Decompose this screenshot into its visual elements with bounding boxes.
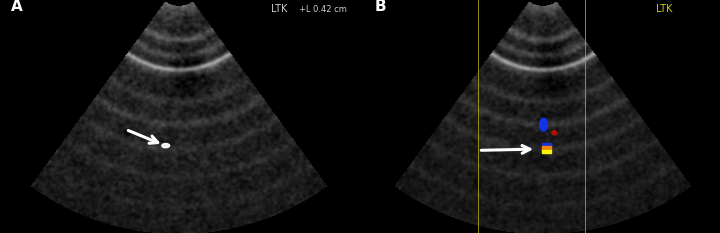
Text: B: B — [374, 0, 386, 14]
Bar — [541, 146, 551, 150]
Text: LTK: LTK — [271, 4, 287, 14]
Bar — [541, 143, 551, 146]
Ellipse shape — [552, 131, 557, 135]
Ellipse shape — [162, 144, 170, 148]
Text: A: A — [11, 0, 22, 14]
Ellipse shape — [540, 118, 547, 131]
Text: +L 0.42 cm: +L 0.42 cm — [300, 5, 347, 14]
Text: LTK: LTK — [656, 4, 672, 14]
Bar — [541, 150, 551, 153]
